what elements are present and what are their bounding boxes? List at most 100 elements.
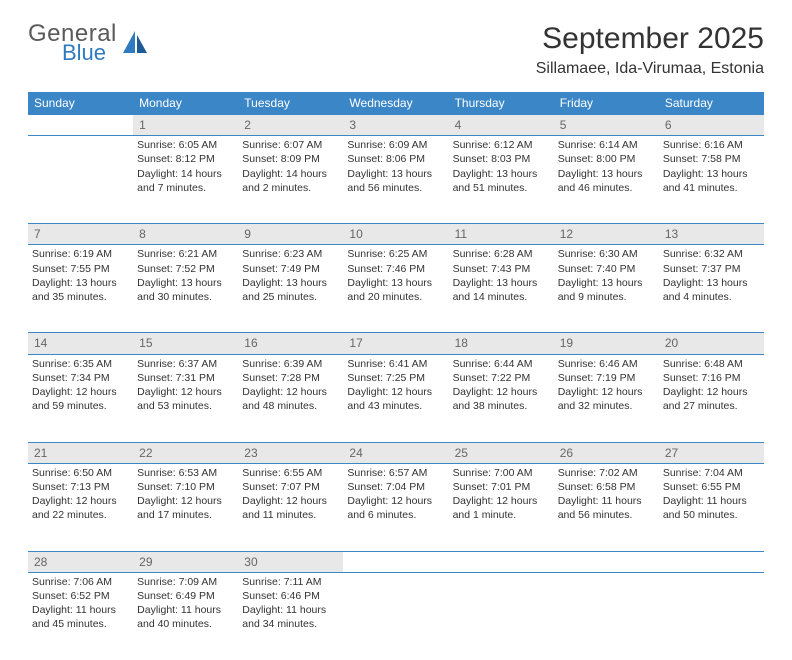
daylight-text: Daylight: 11 hours and 56 minutes. xyxy=(558,494,655,522)
daylight-text: Daylight: 13 hours and 14 minutes. xyxy=(453,276,550,304)
sunset-text: Sunset: 8:12 PM xyxy=(137,152,234,166)
day-cell: Sunrise: 6:05 AMSunset: 8:12 PMDaylight:… xyxy=(133,136,238,224)
week-row: Sunrise: 6:05 AMSunset: 8:12 PMDaylight:… xyxy=(28,136,764,224)
day-number: 16 xyxy=(238,333,343,354)
day-number: 13 xyxy=(659,224,764,245)
sunrise-text: Sunrise: 6:30 AM xyxy=(558,247,655,261)
day-cell: Sunrise: 6:37 AMSunset: 7:31 PMDaylight:… xyxy=(133,354,238,442)
day-number: 27 xyxy=(659,442,764,463)
sunset-text: Sunset: 7:04 PM xyxy=(347,480,444,494)
day-number: 29 xyxy=(133,551,238,572)
week-row: Sunrise: 6:50 AMSunset: 7:13 PM Daylight:… xyxy=(28,463,764,551)
logo-text: General Blue xyxy=(28,22,117,64)
sunrise-text: Sunrise: 6:16 AM xyxy=(663,138,760,152)
weekday-header: Tuesday xyxy=(238,92,343,115)
week-row: Sunrise: 6:35 AMSunset: 7:34 PM Daylight:… xyxy=(28,354,764,442)
day-cell: Sunrise: 7:00 AMSunset: 7:01 PMDaylight:… xyxy=(449,463,554,551)
day-number: 12 xyxy=(554,224,659,245)
day-number: 7 xyxy=(28,224,133,245)
day-number: 5 xyxy=(554,115,659,136)
day-number: 3 xyxy=(343,115,448,136)
day-number: 1 xyxy=(133,115,238,136)
sunset-text: Sunset: 7:25 PM xyxy=(347,371,444,385)
sunrise-text: Sunrise: 6:09 AM xyxy=(347,138,444,152)
sunrise-text: Sunrise: 6:14 AM xyxy=(558,138,655,152)
sunrise-text: Sunrise: 6:12 AM xyxy=(453,138,550,152)
day-cell: Sunrise: 6:55 AMSunset: 7:07 PMDaylight:… xyxy=(238,463,343,551)
day-number: 25 xyxy=(449,442,554,463)
sunrise-text: Sunrise: 6:44 AM xyxy=(453,357,550,371)
day-cell: Sunrise: 6:53 AMSunset: 7:10 PMDaylight:… xyxy=(133,463,238,551)
day-cell xyxy=(659,572,764,660)
daylight-text: Daylight: 13 hours and 51 minutes. xyxy=(453,167,550,195)
day-number: 15 xyxy=(133,333,238,354)
day-number: 26 xyxy=(554,442,659,463)
daylight-text: Daylight: 13 hours and 30 minutes. xyxy=(137,276,234,304)
sunrise-text: Sunrise: 6:35 AM xyxy=(32,357,129,371)
sail-icon xyxy=(121,29,149,60)
day-number: 21 xyxy=(28,442,133,463)
weekday-header: Thursday xyxy=(449,92,554,115)
day-number-row: 282930 xyxy=(28,551,764,572)
day-number xyxy=(28,115,133,136)
sunset-text: Sunset: 7:07 PM xyxy=(242,480,339,494)
day-cell: Sunrise: 6:46 AMSunset: 7:19 PMDaylight:… xyxy=(554,354,659,442)
logo: General Blue xyxy=(28,22,149,64)
daylight-text: Daylight: 11 hours and 50 minutes. xyxy=(663,494,760,522)
sunset-text: Sunset: 7:37 PM xyxy=(663,262,760,276)
sunset-text: Sunset: 7:46 PM xyxy=(347,262,444,276)
daylight-text: Daylight: 13 hours and 20 minutes. xyxy=(347,276,444,304)
day-number-row: 78910111213 xyxy=(28,224,764,245)
day-number: 10 xyxy=(343,224,448,245)
day-cell: Sunrise: 6:50 AMSunset: 7:13 PMDaylight:… xyxy=(28,463,133,551)
daylight-text: Daylight: 11 hours and 40 minutes. xyxy=(137,603,234,631)
daylight-text: Daylight: 11 hours and 45 minutes. xyxy=(32,603,129,631)
daylight-text: Daylight: 13 hours and 56 minutes. xyxy=(347,167,444,195)
week-row: Sunrise: 6:19 AMSunset: 7:55 PM Daylight:… xyxy=(28,245,764,333)
sunset-text: Sunset: 7:31 PM xyxy=(137,371,234,385)
sunrise-text: Sunrise: 7:02 AM xyxy=(558,466,655,480)
day-cell: Sunrise: 6:48 AMSunset: 7:16 PMDaylight:… xyxy=(659,354,764,442)
daylight-text: Daylight: 12 hours and 27 minutes. xyxy=(663,385,760,413)
sunset-text: Sunset: 8:00 PM xyxy=(558,152,655,166)
day-number: 11 xyxy=(449,224,554,245)
day-cell: Sunrise: 6:09 AMSunset: 8:06 PMDaylight:… xyxy=(343,136,448,224)
day-number: 18 xyxy=(449,333,554,354)
sunset-text: Sunset: 6:49 PM xyxy=(137,589,234,603)
daylight-text: Daylight: 12 hours and 11 minutes. xyxy=(242,494,339,522)
day-number: 17 xyxy=(343,333,448,354)
sunset-text: Sunset: 7:13 PM xyxy=(32,480,129,494)
day-number-row: 123456 xyxy=(28,115,764,136)
sunset-text: Sunset: 7:55 PM xyxy=(32,262,129,276)
day-cell: Sunrise: 6:23 AMSunset: 7:49 PMDaylight:… xyxy=(238,245,343,333)
weekday-header-row: SundayMondayTuesdayWednesdayThursdayFrid… xyxy=(28,92,764,115)
sunrise-text: Sunrise: 6:07 AM xyxy=(242,138,339,152)
day-number: 4 xyxy=(449,115,554,136)
daylight-text: Daylight: 11 hours and 34 minutes. xyxy=(242,603,339,631)
daylight-text: Daylight: 12 hours and 43 minutes. xyxy=(347,385,444,413)
day-cell: Sunrise: 6:12 AMSunset: 8:03 PMDaylight:… xyxy=(449,136,554,224)
sunset-text: Sunset: 8:03 PM xyxy=(453,152,550,166)
day-number: 22 xyxy=(133,442,238,463)
sunset-text: Sunset: 6:55 PM xyxy=(663,480,760,494)
sunrise-text: Sunrise: 6:50 AM xyxy=(32,466,129,480)
day-cell xyxy=(449,572,554,660)
day-cell: Sunrise: 6:07 AMSunset: 8:09 PMDaylight:… xyxy=(238,136,343,224)
sunrise-text: Sunrise: 6:41 AM xyxy=(347,357,444,371)
daylight-text: Daylight: 12 hours and 32 minutes. xyxy=(558,385,655,413)
daylight-text: Daylight: 14 hours and 7 minutes. xyxy=(137,167,234,195)
day-cell: Sunrise: 6:39 AMSunset: 7:28 PMDaylight:… xyxy=(238,354,343,442)
sunset-text: Sunset: 7:34 PM xyxy=(32,371,129,385)
sunrise-text: Sunrise: 7:09 AM xyxy=(137,575,234,589)
day-number: 23 xyxy=(238,442,343,463)
sunrise-text: Sunrise: 7:04 AM xyxy=(663,466,760,480)
weekday-header: Monday xyxy=(133,92,238,115)
sunrise-text: Sunrise: 6:19 AM xyxy=(32,247,129,261)
daylight-text: Daylight: 14 hours and 2 minutes. xyxy=(242,167,339,195)
day-cell: Sunrise: 6:28 AMSunset: 7:43 PMDaylight:… xyxy=(449,245,554,333)
day-cell xyxy=(554,572,659,660)
day-cell: Sunrise: 6:44 AMSunset: 7:22 PMDaylight:… xyxy=(449,354,554,442)
day-number-row: 14151617181920 xyxy=(28,333,764,354)
day-number: 20 xyxy=(659,333,764,354)
daylight-text: Daylight: 12 hours and 1 minute. xyxy=(453,494,550,522)
